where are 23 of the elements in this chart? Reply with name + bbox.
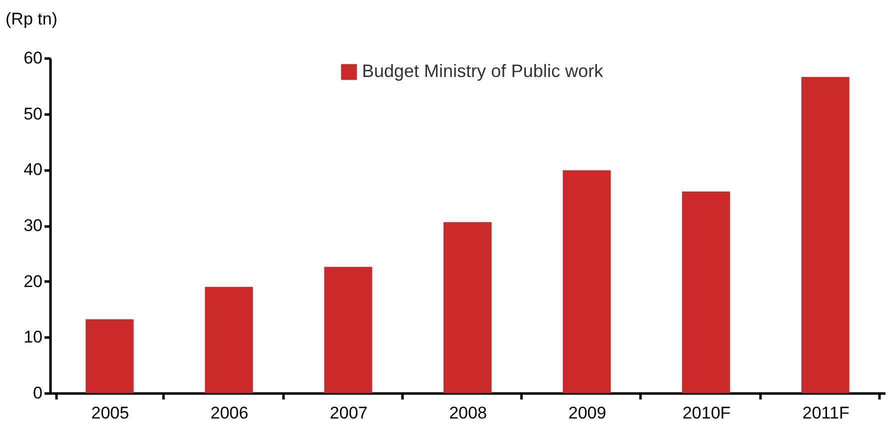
y-tick-label: 10	[24, 328, 42, 347]
x-tick-label: 2007	[330, 404, 368, 422]
x-tick-label: 2010F	[682, 404, 731, 422]
x-tick-label: 2011F	[802, 404, 850, 422]
x-tick-label: 2008	[449, 404, 487, 422]
y-tick-label: 0	[33, 384, 42, 402]
y-tick-label: 20	[24, 272, 42, 291]
legend-label: Budget Ministry of Public work	[362, 61, 604, 81]
bar	[324, 266, 372, 393]
x-tick-label: 2009	[568, 404, 606, 422]
x-tick-label: 2005	[91, 404, 130, 422]
bar	[682, 191, 730, 393]
bar	[86, 319, 134, 393]
bar	[801, 76, 850, 393]
bar	[204, 286, 253, 393]
y-axis-title: (Rp tn)	[6, 10, 58, 28]
y-tick-label: 50	[24, 104, 42, 124]
x-tick-label: 2006	[210, 404, 248, 422]
y-tick-label: 60	[24, 48, 42, 68]
bar	[444, 222, 492, 393]
bar	[562, 170, 611, 393]
y-tick-label: 30	[24, 216, 42, 235]
y-tick-label: 40	[24, 160, 42, 180]
